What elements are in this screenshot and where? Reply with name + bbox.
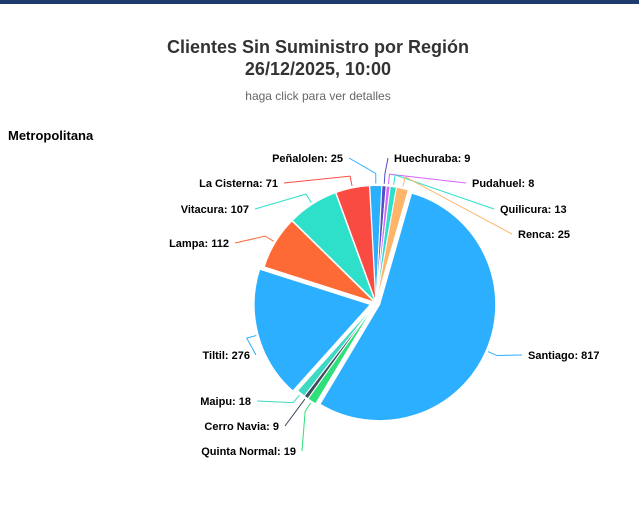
connector-line-tiltil — [245, 335, 257, 356]
data-label-tiltil[interactable]: Tiltil: 276 — [203, 350, 250, 362]
pie-slice-renca[interactable] — [375, 186, 409, 302]
pie-slice-santiago[interactable] — [319, 192, 497, 422]
connector-line-quinta-normal — [301, 402, 312, 452]
data-label-quilicura[interactable]: Quilicura: 13 — [500, 204, 567, 216]
chart-subtitle: haga click para ver detalles — [245, 89, 391, 103]
chart-title-line1: Clientes Sin Suministro por Región — [166, 37, 470, 57]
data-label-renca[interactable]: Renca: 25 — [518, 229, 570, 241]
data-label-pudahuel[interactable]: Pudahuel: 8 — [472, 178, 534, 190]
connector-line-pudahuel — [387, 173, 467, 185]
connector-line-lampa — [234, 235, 274, 244]
connector-line-maipu — [256, 394, 300, 404]
connector-line-cerro-navia — [284, 398, 306, 427]
pie-slice-maipu[interactable] — [296, 303, 376, 397]
pie-slice-vitacura[interactable] — [291, 192, 376, 303]
data-label-santiago[interactable]: Santiago: 817 — [528, 350, 600, 362]
connector-line-peñalolen — [348, 157, 377, 184]
pie-slice-tiltil[interactable] — [253, 268, 372, 392]
chart-title: Clientes Sin Suministro por Región 26/12… — [58, 36, 578, 80]
data-label-vitacura[interactable]: Vitacura: 107 — [181, 204, 249, 216]
connector-line-la-cisterna — [283, 175, 353, 187]
connector-line-renca — [402, 176, 513, 235]
connector-line-santiago — [487, 351, 523, 357]
connector-line-quilicura — [393, 174, 495, 210]
data-label-cerro-navia[interactable]: Cerro Navia: 9 — [204, 421, 279, 433]
data-label-lampa[interactable]: Lampa: 112 — [169, 238, 229, 250]
data-label-quinta-normal[interactable]: Quinta Normal: 19 — [201, 446, 296, 458]
chart-title-line2: 26/12/2025, 10:00 — [244, 59, 392, 79]
region-label: Metropolitana — [8, 128, 94, 143]
data-label-huechuraba[interactable]: Huechuraba: 9 — [394, 153, 470, 165]
connector-line-huechuraba — [383, 157, 389, 184]
top-accent-bar — [0, 0, 639, 4]
data-label-peñalolen[interactable]: Peñalolen: 25 — [272, 153, 343, 165]
pie-slice-lampa[interactable] — [263, 220, 376, 303]
connector-line-vitacura — [254, 193, 312, 210]
data-label-maipu[interactable]: Maipu: 18 — [200, 396, 251, 408]
data-label-la-cisterna[interactable]: La Cisterna: 71 — [199, 178, 278, 190]
